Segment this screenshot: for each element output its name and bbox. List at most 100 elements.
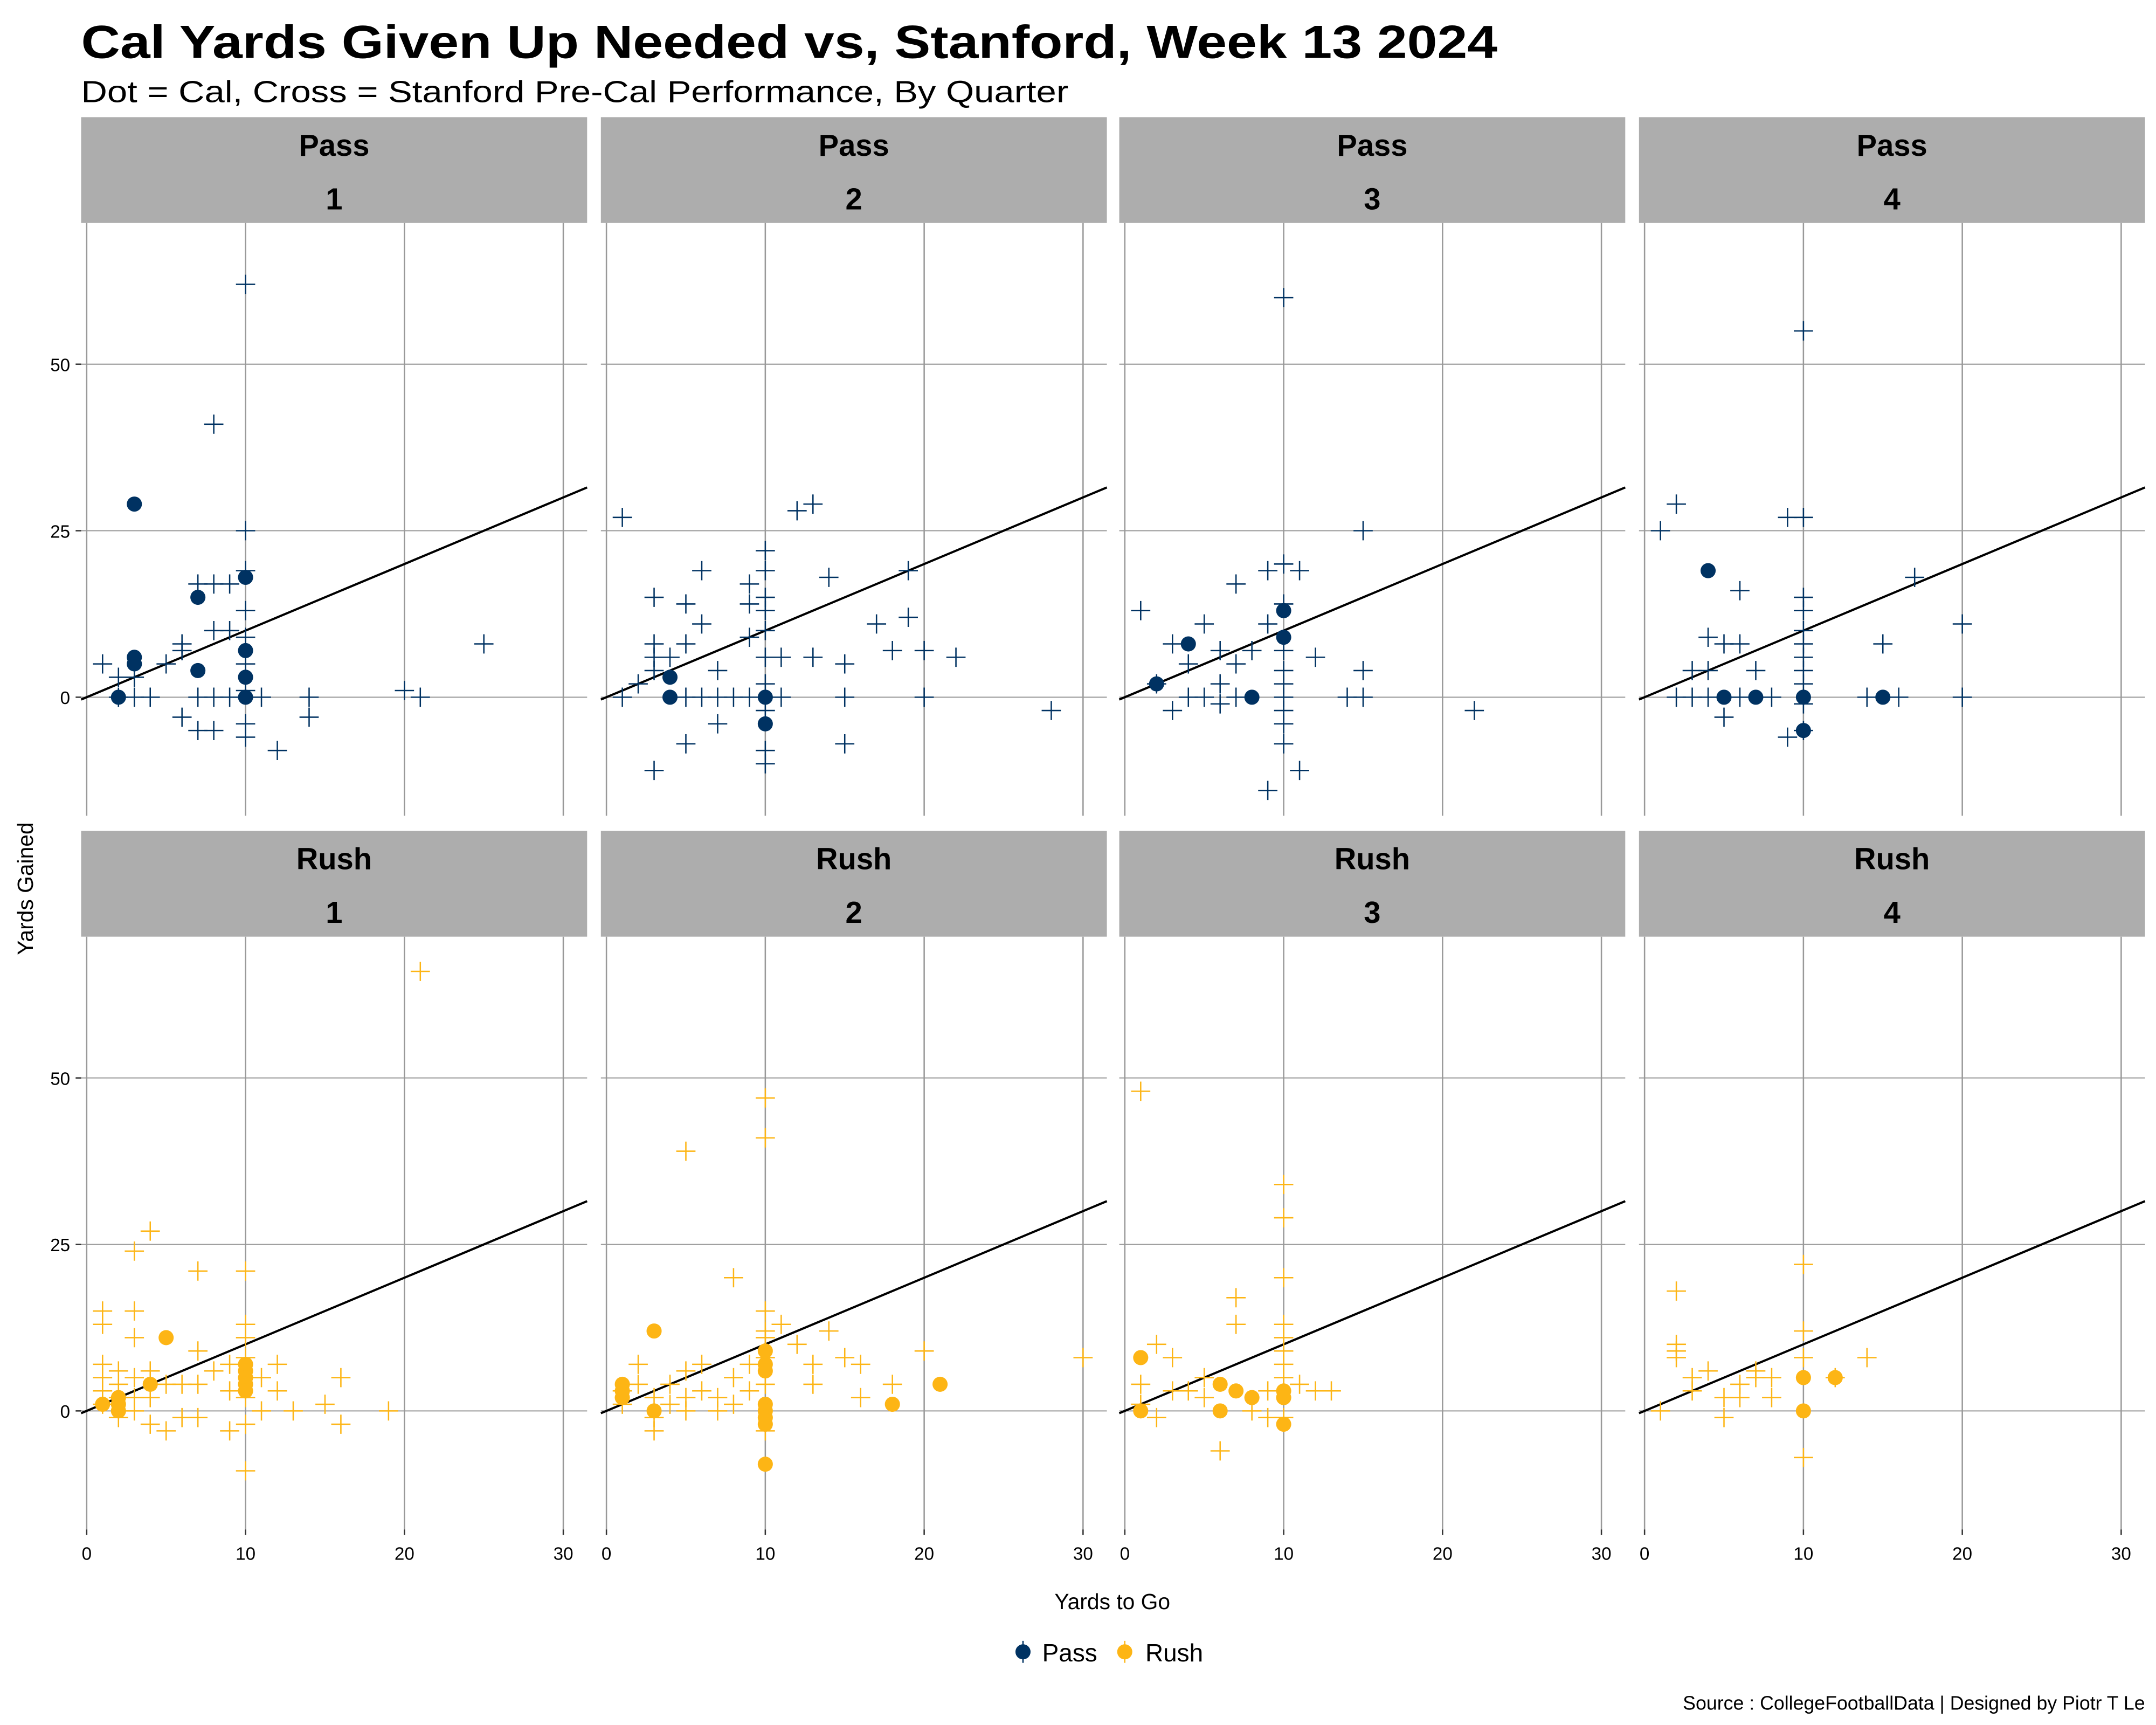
strip-label-type: Rush: [1854, 842, 1930, 876]
cal-dot-point: [932, 1376, 948, 1392]
stanford-cross-point: [1274, 288, 1294, 307]
cal-dot-point: [1133, 1403, 1149, 1419]
stanford-cross-point: [172, 641, 192, 660]
stanford-cross-point: [882, 1375, 902, 1394]
stanford-cross-point: [220, 620, 239, 640]
y-axis-title: Yards Gained: [13, 822, 38, 955]
panel-background: [600, 936, 1107, 1530]
legend-item-rush[interactable]: Rush: [1117, 1639, 1203, 1667]
facet-panel-pass-q2: Pass 2: [600, 117, 1108, 816]
stanford-cross-point: [740, 1355, 759, 1374]
x-tick-label: 10: [1793, 1544, 1813, 1564]
legend-item-pass[interactable]: Pass: [1015, 1639, 1097, 1667]
stanford-cross-point: [1131, 1081, 1151, 1101]
strip-label-type: Rush: [296, 842, 372, 876]
stanford-cross-point: [378, 1401, 398, 1421]
stanford-cross-point: [1667, 1348, 1686, 1368]
facet-panel-pass-q3: Pass 3: [1118, 117, 1626, 816]
cal-dot-point: [1795, 689, 1811, 705]
cal-dot-point: [1133, 1350, 1149, 1365]
cal-dot-point: [1827, 1370, 1843, 1385]
x-tick-label: 30: [2111, 1544, 2131, 1564]
stanford-cross-point: [708, 714, 728, 734]
x-tick-label: 0: [1120, 1544, 1130, 1564]
facet-strip: [1639, 831, 2145, 937]
stanford-cross-point: [740, 627, 759, 647]
stanford-cross-point: [1794, 321, 1813, 341]
cal-dot-point: [238, 1383, 253, 1399]
stanford-cross-point: [1194, 1388, 1214, 1407]
stanford-cross-point: [252, 1368, 271, 1388]
strip-label-quarter: 2: [846, 895, 862, 929]
cal-dot-point: [757, 1363, 773, 1379]
stanford-cross-point: [140, 1221, 160, 1241]
stanford-cross-point: [724, 1368, 743, 1388]
stanford-cross-point: [676, 1361, 696, 1381]
stanford-cross-point: [644, 588, 664, 607]
stanford-cross-point: [660, 647, 680, 667]
stanford-cross-point: [252, 1401, 271, 1421]
stanford-cross-point: [1242, 641, 1262, 660]
x-tick-label: 20: [395, 1544, 414, 1564]
stanford-cross-point: [867, 614, 887, 634]
stanford-cross-point: [612, 507, 632, 527]
stanford-cross-point: [1794, 1348, 1813, 1368]
stanford-cross-point: [756, 1088, 775, 1108]
strip-label-type: Pass: [299, 128, 369, 162]
stanford-cross-point: [740, 594, 759, 614]
cal-dot-point: [190, 663, 206, 678]
x-tick-label: 0: [1640, 1544, 1649, 1564]
stanford-cross-point: [1178, 654, 1198, 674]
stanford-cross-point: [1290, 761, 1309, 781]
stanford-cross-point: [1762, 687, 1781, 707]
stanford-cross-point: [1210, 641, 1230, 660]
panel-background: [1119, 223, 1626, 816]
stanford-cross-point: [1857, 1348, 1877, 1368]
stanford-cross-point: [803, 647, 823, 667]
legend-rush-label: Rush: [1145, 1639, 1203, 1667]
stanford-cross-point: [1794, 1321, 1813, 1341]
stanford-cross-point: [676, 734, 696, 754]
stanford-cross-point: [1274, 714, 1294, 734]
cal-dot-point: [1276, 1390, 1291, 1405]
stanford-cross-point: [1210, 674, 1230, 694]
stanford-cross-point: [1258, 781, 1277, 801]
stanford-cross-point: [771, 687, 791, 707]
stanford-cross-point: [835, 1348, 855, 1368]
stanford-cross-point: [692, 614, 711, 634]
stanford-cross-point: [756, 601, 775, 620]
reference-line: [600, 486, 1108, 701]
panel-background: [1119, 936, 1626, 1530]
cal-dot-point: [238, 670, 253, 685]
stanford-cross-point: [1873, 634, 1893, 654]
chart-subtitle: Dot = Cal, Cross = Stanford Pre-Cal Perf…: [81, 74, 1069, 108]
cal-dot-point: [127, 656, 142, 672]
stanford-cross-point: [756, 1301, 775, 1321]
stanford-cross-point: [1041, 701, 1061, 720]
stanford-cross-point: [93, 1314, 113, 1334]
cal-dot-point: [190, 590, 206, 605]
facet-strip: [1119, 117, 1626, 223]
stanford-cross-point: [1210, 694, 1230, 714]
cal-dot-point: [238, 643, 253, 658]
stanford-cross-point: [787, 501, 807, 521]
stanford-cross-point: [1163, 1348, 1183, 1368]
stanford-cross-point: [188, 1261, 208, 1281]
stanford-cross-point: [1762, 1388, 1781, 1407]
stanford-cross-point: [236, 601, 255, 620]
stanford-cross-point: [724, 1395, 743, 1414]
stanford-cross-point: [204, 415, 224, 434]
cal-dot-point: [614, 1390, 630, 1405]
stanford-cross-point: [1210, 1441, 1230, 1461]
stanford-cross-point: [236, 1328, 255, 1348]
stanford-cross-point: [1274, 1208, 1294, 1227]
stanford-cross-point: [819, 568, 839, 587]
stanford-cross-point: [220, 1355, 239, 1374]
stanford-cross-point: [188, 1375, 208, 1394]
x-tick-label: 10: [236, 1544, 255, 1564]
stanford-cross-point: [914, 687, 934, 707]
stanford-cross-point: [771, 647, 791, 667]
cal-dot-point: [110, 689, 126, 705]
stanford-cross-point: [1667, 1281, 1686, 1301]
